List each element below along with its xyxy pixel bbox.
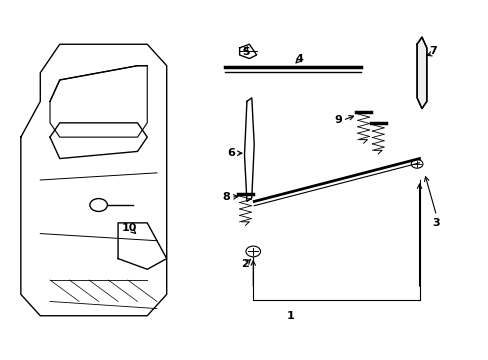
Text: 5: 5 [242,47,249,57]
Text: 6: 6 [227,148,235,158]
Text: 10: 10 [122,223,137,233]
Text: 8: 8 [222,192,229,202]
Polygon shape [416,37,426,109]
Text: 4: 4 [294,54,302,64]
Text: 7: 7 [428,46,436,56]
Text: 2: 2 [241,259,249,269]
Text: 9: 9 [333,115,341,125]
Text: 1: 1 [286,311,294,321]
Text: 3: 3 [432,218,440,228]
